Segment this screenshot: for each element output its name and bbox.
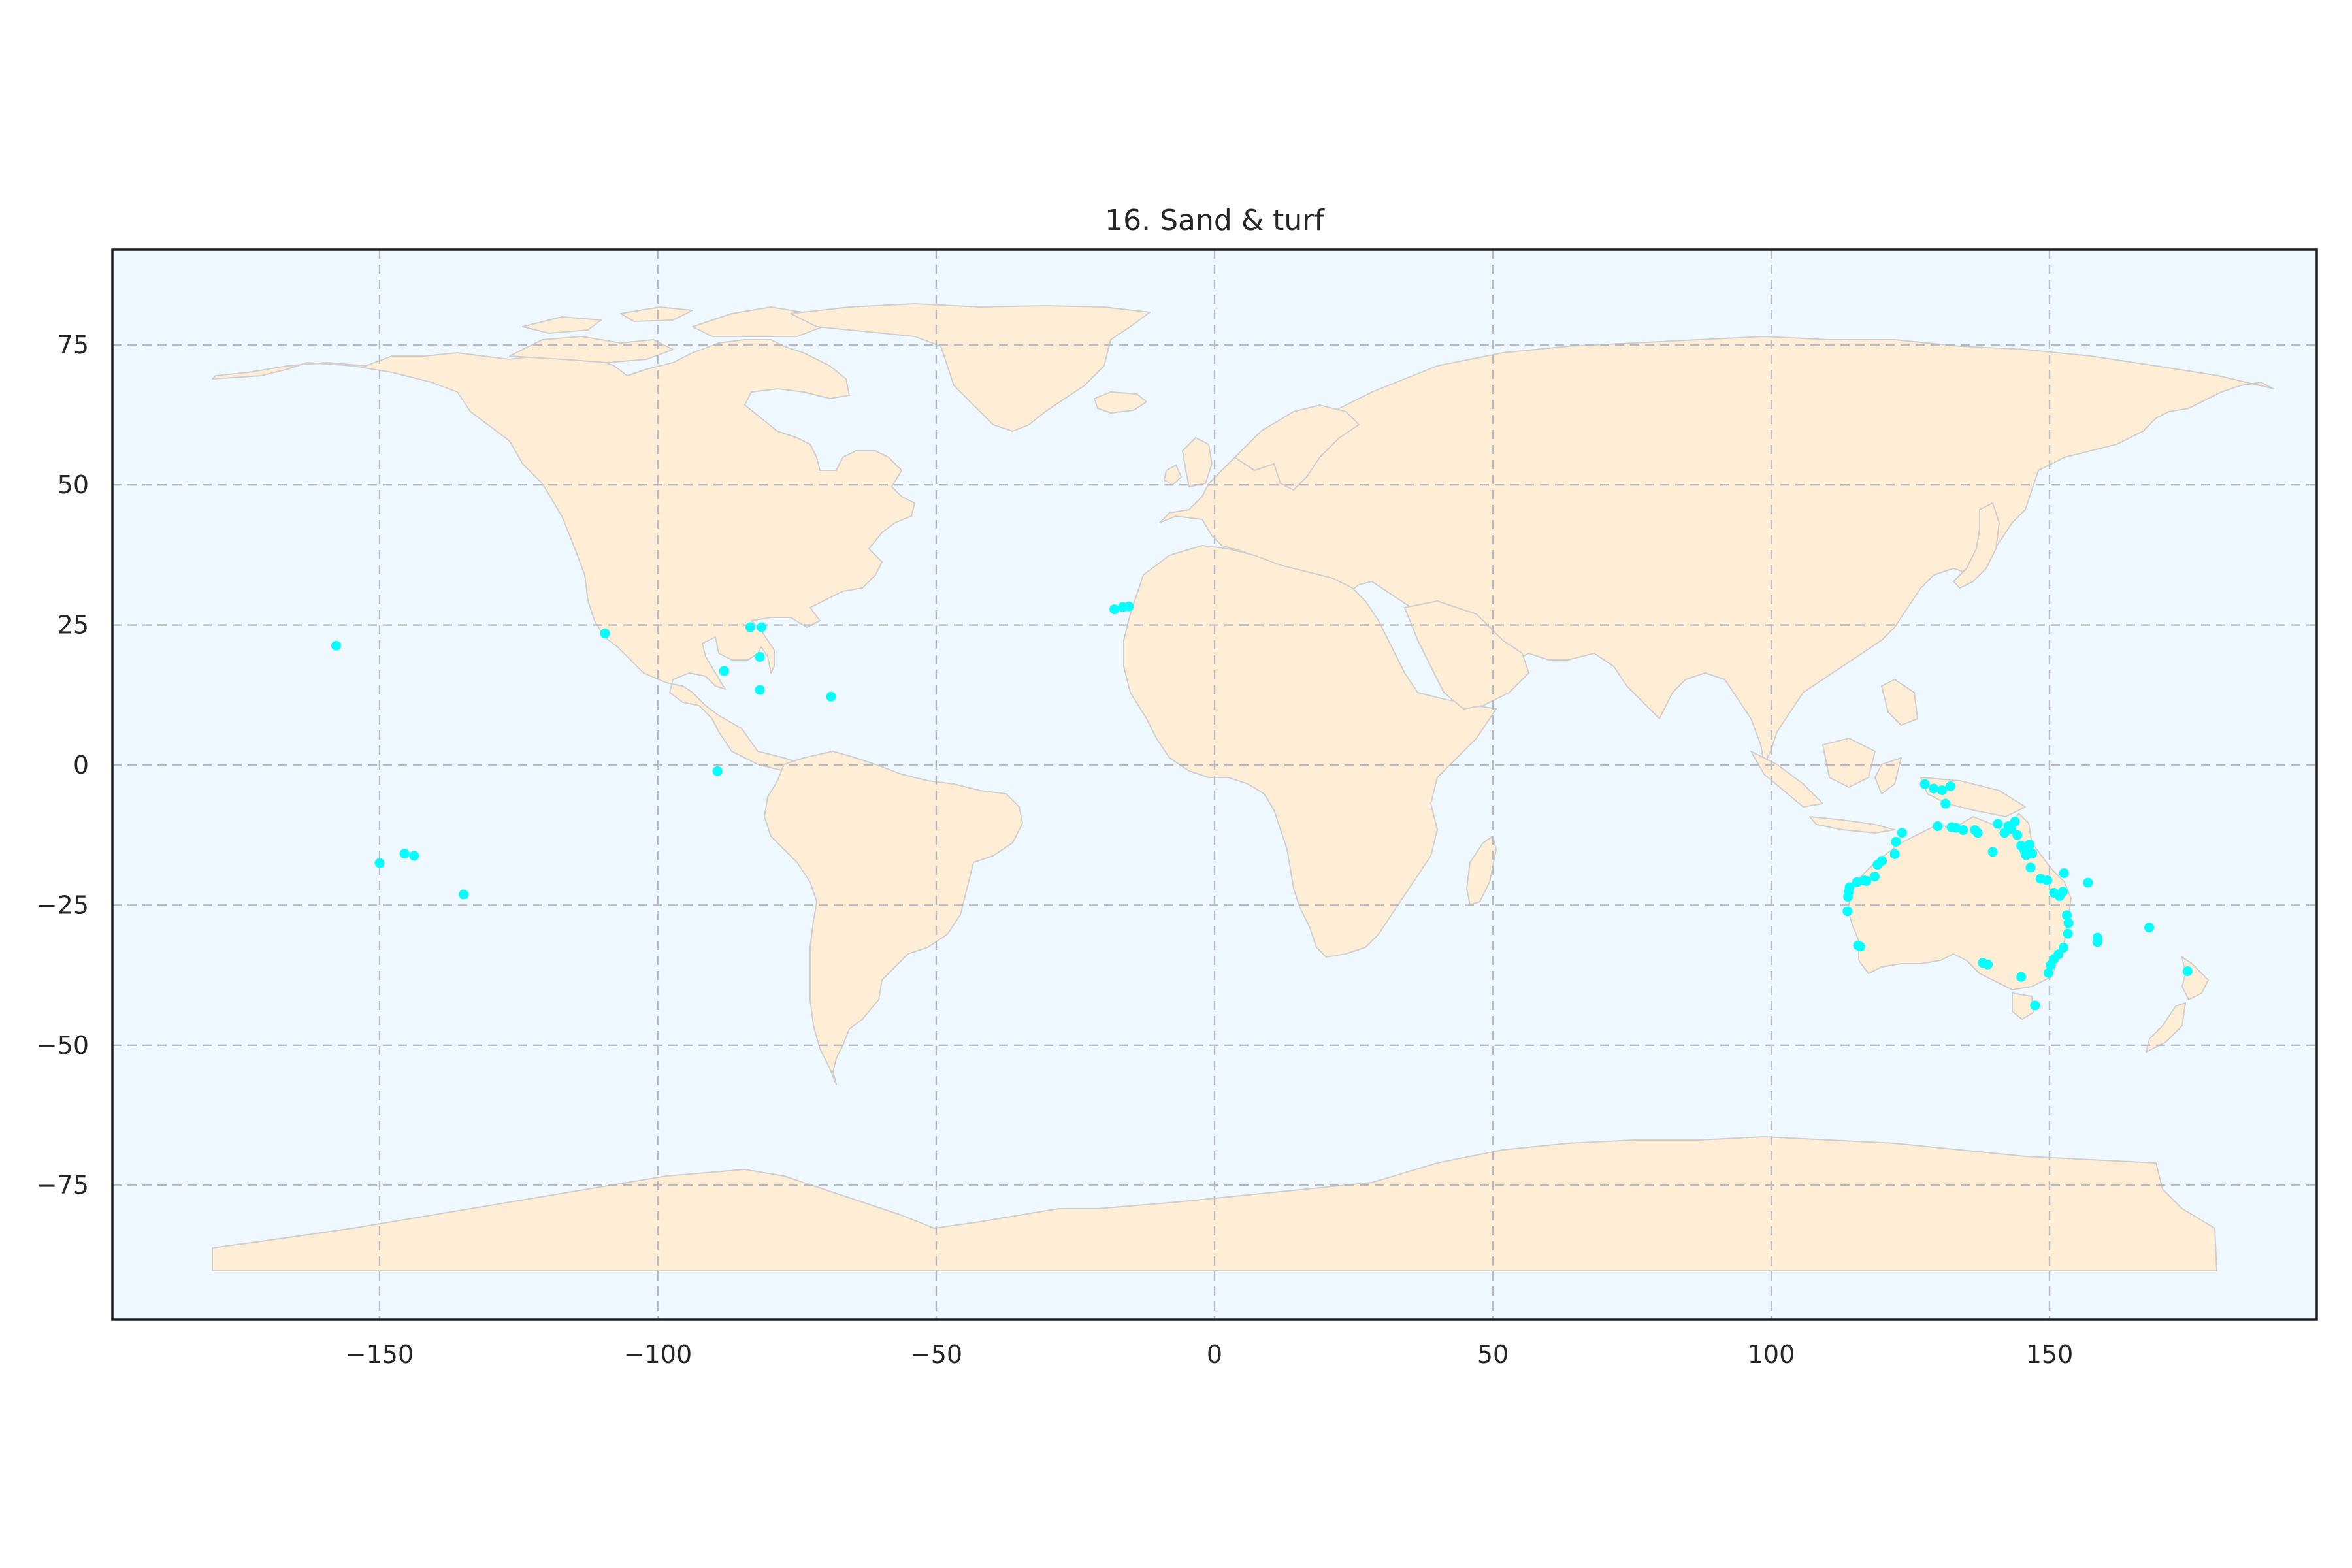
sample-point [2182, 966, 2193, 977]
sample-point [2043, 968, 2053, 978]
sample-point [331, 640, 342, 651]
sample-point [1855, 941, 1865, 952]
sample-point [1982, 959, 1993, 970]
land-masses [212, 303, 2274, 1271]
sample-point [1889, 849, 1900, 859]
sample-point [826, 691, 836, 702]
sample-point [1891, 836, 1901, 847]
arabian-peninsula [1404, 600, 1529, 710]
chart-title: 16. Sand & turf [1105, 204, 1325, 237]
scandinavia [1234, 404, 1360, 491]
sample-point [399, 848, 410, 858]
sample-point [2016, 972, 2027, 982]
y-tick-label: −50 [37, 1031, 89, 1060]
sample-point [2012, 830, 2023, 840]
indonesia-islands [1750, 679, 2026, 834]
sample-point [1877, 856, 1887, 866]
south-america [764, 751, 1023, 1085]
sample-point [2057, 887, 2068, 897]
x-axis-ticks: −150 −100 −50 0 50 100 150 [346, 1340, 2074, 1369]
x-tick-label: 100 [1748, 1340, 1795, 1369]
sample-point [600, 628, 610, 638]
sample-point [755, 685, 765, 695]
sample-point [1109, 604, 1120, 615]
plot-frame [111, 248, 2318, 1321]
iceland [1094, 391, 1147, 414]
madagascar [1466, 836, 1497, 906]
new-zealand [2146, 956, 2209, 1053]
x-tick-label: 50 [1477, 1340, 1509, 1369]
y-tick-label: −25 [37, 890, 89, 919]
x-tick-label: 150 [2026, 1340, 2074, 1369]
sample-point [755, 651, 765, 662]
sample-point [2042, 875, 2053, 886]
sample-point [2063, 918, 2074, 928]
y-tick-label: 75 [57, 331, 89, 359]
north-america [212, 339, 915, 781]
y-axis-ticks: −75 −50 −25 0 25 50 75 [37, 331, 89, 1200]
sample-point [2030, 1000, 2040, 1011]
british-isles [1164, 437, 1213, 487]
x-tick-label: −150 [346, 1340, 414, 1369]
sample-points [331, 601, 2193, 1011]
sample-point [374, 858, 385, 868]
sample-point [1945, 781, 1955, 792]
sample-point [712, 766, 723, 776]
sample-point [756, 622, 766, 632]
y-tick-label: −75 [37, 1171, 89, 1200]
sample-point [2058, 943, 2068, 953]
sample-point [2144, 923, 2155, 933]
sample-point [1842, 906, 1853, 917]
y-tick-label: 25 [57, 611, 89, 640]
greenland [790, 303, 1151, 432]
japan [1953, 502, 2000, 589]
sample-point [1869, 872, 1880, 882]
sample-point [1933, 821, 1943, 831]
sample-point [1993, 819, 2003, 829]
sample-point [2063, 928, 2073, 939]
sample-point [2046, 960, 2056, 970]
sample-point [1124, 601, 1134, 612]
y-tick-label: 50 [57, 470, 89, 499]
africa [1123, 545, 1497, 958]
sample-point [1919, 779, 1930, 789]
sample-point [2027, 848, 2038, 858]
sample-point [719, 666, 729, 676]
sample-point [1958, 825, 1968, 835]
sample-point [2025, 862, 2036, 873]
sample-point [1940, 798, 1951, 809]
grid-lines [112, 250, 2317, 1320]
sample-point [1844, 882, 1855, 892]
x-tick-label: −50 [910, 1340, 962, 1369]
x-tick-label: −100 [624, 1340, 692, 1369]
sample-point [1987, 847, 1998, 857]
sample-point [2083, 877, 2093, 888]
sample-point [2061, 910, 2072, 921]
y-tick-label: 0 [73, 751, 89, 779]
sample-point [1929, 783, 1939, 794]
sample-point [2024, 840, 2034, 850]
sample-point [1937, 785, 1948, 796]
sample-point [459, 889, 469, 900]
sample-point [1861, 876, 1872, 887]
sample-point [2092, 937, 2102, 947]
sample-point [2059, 868, 2069, 878]
sample-point [1972, 828, 1983, 838]
sample-point [2010, 817, 2020, 827]
sample-point [2006, 824, 2016, 834]
sample-point [1897, 828, 1907, 838]
x-tick-label: 0 [1207, 1340, 1222, 1369]
sample-point [409, 851, 419, 861]
sample-point [745, 622, 755, 632]
tasmania [2012, 992, 2034, 1020]
